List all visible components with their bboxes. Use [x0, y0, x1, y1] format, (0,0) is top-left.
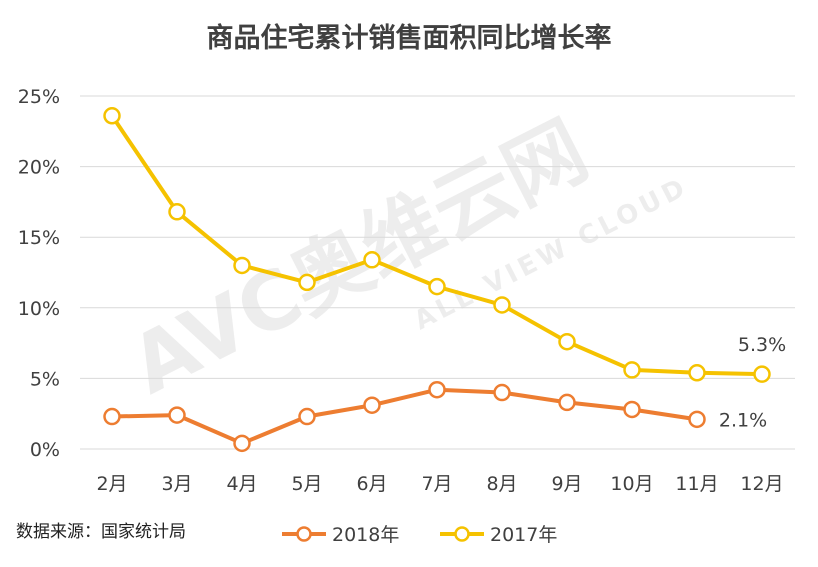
gridlines: [80, 95, 795, 450]
data-label-2017-last: 5.3%: [738, 334, 786, 356]
series-1: [103, 107, 771, 383]
data-point: [428, 380, 446, 399]
data-point: [298, 407, 316, 426]
data-point: [558, 393, 576, 412]
data-point: [233, 256, 251, 275]
x-tick-label: 7月: [421, 473, 452, 495]
legend-label: 2017年: [490, 524, 557, 546]
y-tick-label: 0%: [30, 439, 60, 461]
data-point: [103, 407, 121, 426]
data-point: [168, 203, 186, 221]
data-point: [688, 410, 706, 429]
x-tick-label: 8月: [486, 473, 517, 495]
legend: 2018年 2017年: [282, 524, 557, 546]
data-point: [363, 251, 381, 269]
legend-marker: [296, 526, 312, 542]
y-tick-label: 5%: [30, 368, 60, 390]
legend-item-0: 2018年: [282, 524, 399, 546]
y-tick-label: 15%: [18, 227, 60, 249]
data-point: [623, 361, 641, 379]
data-point: [363, 396, 381, 414]
legend-label: 2018年: [332, 524, 399, 546]
data-point: [623, 400, 641, 419]
data-point: [493, 383, 511, 402]
data-point: [558, 332, 576, 351]
x-axis: 2月 3月 4月 5月 6月 7月 8月 9月 10月 11月 12月: [96, 473, 783, 495]
data-point: [103, 107, 121, 125]
data-point: [753, 365, 771, 383]
data-point: [233, 434, 251, 453]
y-axis: 0% 5% 10% 15% 20% 25%: [18, 86, 60, 461]
series-0: [103, 380, 706, 453]
legend-marker: [454, 526, 470, 542]
data-point: [688, 364, 706, 382]
series-line: [111, 387, 698, 446]
y-tick-label: 25%: [18, 86, 60, 108]
data-label-2018-last: 2.1%: [719, 409, 767, 431]
data-point: [168, 406, 186, 424]
x-tick-label: 5月: [291, 473, 322, 495]
y-tick-label: 10%: [18, 298, 60, 320]
x-tick-label: 2月: [96, 473, 127, 495]
x-tick-label: 12月: [740, 473, 783, 495]
x-tick-label: 9月: [551, 473, 582, 495]
source-note: 数据来源：国家统计局: [16, 522, 186, 542]
series-group: [103, 107, 771, 453]
y-tick-label: 20%: [18, 157, 60, 179]
x-tick-label: 3月: [161, 473, 192, 495]
chart-title: 商品住宅累计销售面积同比增长率: [207, 22, 612, 54]
data-point: [428, 277, 446, 296]
data-point: [493, 296, 511, 314]
data-point: [298, 273, 316, 292]
legend-item-1: 2017年: [440, 524, 557, 546]
x-tick-label: 10月: [610, 473, 653, 495]
x-tick-label: 4月: [226, 473, 257, 495]
x-tick-label: 6月: [356, 473, 387, 495]
x-tick-label: 11月: [675, 473, 718, 495]
